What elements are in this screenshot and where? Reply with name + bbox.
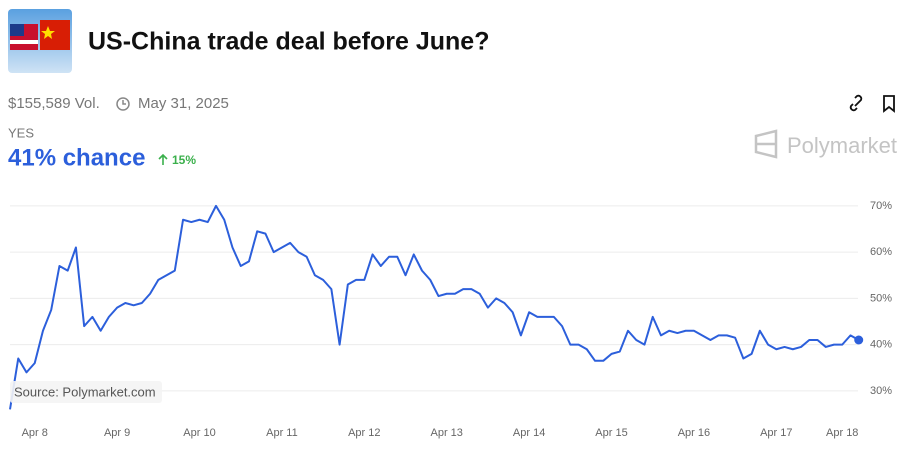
y-tick-label: 50% bbox=[870, 292, 892, 304]
y-tick-label: 30% bbox=[870, 385, 892, 397]
x-tick-label: Apr 12 bbox=[348, 427, 380, 439]
chance: 41% chance bbox=[8, 144, 145, 171]
bookmark-button[interactable] bbox=[883, 95, 895, 113]
y-tick-label: 40% bbox=[870, 339, 892, 351]
x-tick-label: Apr 11 bbox=[266, 427, 298, 439]
x-tick-label: Apr 9 bbox=[104, 427, 130, 439]
x-tick-label: Apr 18 bbox=[826, 427, 858, 439]
last-point bbox=[854, 335, 864, 345]
change: 15% bbox=[172, 153, 196, 167]
end-date: May 31, 2025 bbox=[138, 95, 229, 112]
source: Source: Polymarket.com bbox=[14, 384, 156, 399]
x-tick-label: Apr 13 bbox=[431, 427, 463, 439]
clock-icon bbox=[116, 97, 130, 111]
x-tick-label: Apr 14 bbox=[513, 427, 545, 439]
x-tick-label: Apr 8 bbox=[22, 427, 48, 439]
outcome-label: YES bbox=[8, 125, 34, 140]
y-tick-label: 70% bbox=[870, 200, 892, 212]
line bbox=[9, 204, 860, 410]
up-arrow bbox=[158, 153, 168, 165]
x-tick-label: Apr 10 bbox=[183, 427, 215, 439]
x-tick-label: Apr 16 bbox=[678, 427, 710, 439]
link-button[interactable] bbox=[849, 94, 863, 112]
brand-logo bbox=[754, 129, 778, 159]
x-tick-label: Apr 17 bbox=[760, 427, 792, 439]
x-tick-label: Apr 15 bbox=[595, 427, 627, 439]
market-title: US-China trade deal before June? bbox=[88, 28, 489, 56]
market-thumbnail bbox=[8, 9, 72, 73]
volume: $155,589 Vol. bbox=[8, 95, 100, 112]
y-tick-label: 60% bbox=[870, 246, 892, 258]
source-badge bbox=[10, 381, 162, 403]
brand: Polymarket bbox=[787, 133, 897, 158]
